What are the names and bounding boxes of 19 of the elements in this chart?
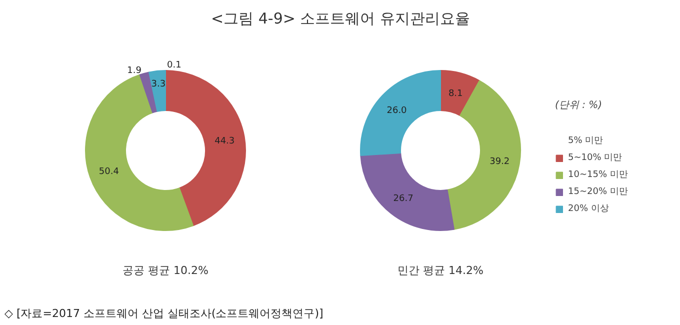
text: <그림 4-9> 소프트웨어 유지관리요율	[211, 10, 470, 28]
data-label: 8.1	[448, 88, 463, 99]
legend-label: 10~15% 미만	[568, 169, 628, 181]
legend-label: 20% 이상	[568, 203, 609, 215]
data-label: 44.3	[214, 136, 235, 147]
legend-title: (단위 : %)	[555, 99, 604, 112]
category-label: 5% 미만	[568, 136, 604, 146]
data-label: 50.4	[98, 166, 120, 177]
text: 민간 평균 14.2%	[398, 264, 484, 277]
data-label: 0.1	[167, 60, 182, 70]
data-label: 26.0	[386, 106, 408, 116]
data-label: 26.7	[393, 194, 414, 204]
legend-label: 15~20% 미만	[568, 186, 628, 198]
data-label: 3.3	[151, 79, 166, 90]
text: 공공 평균 10.2%	[122, 264, 208, 277]
text: ◇ [자료=2017 소프트웨어 산업 실태조사(소프트웨어정책연구)]	[4, 307, 324, 320]
legend-label: 5~10% 미만	[568, 152, 622, 164]
data-label: 1.9	[127, 66, 142, 76]
data-label: 39.2	[490, 157, 510, 168]
